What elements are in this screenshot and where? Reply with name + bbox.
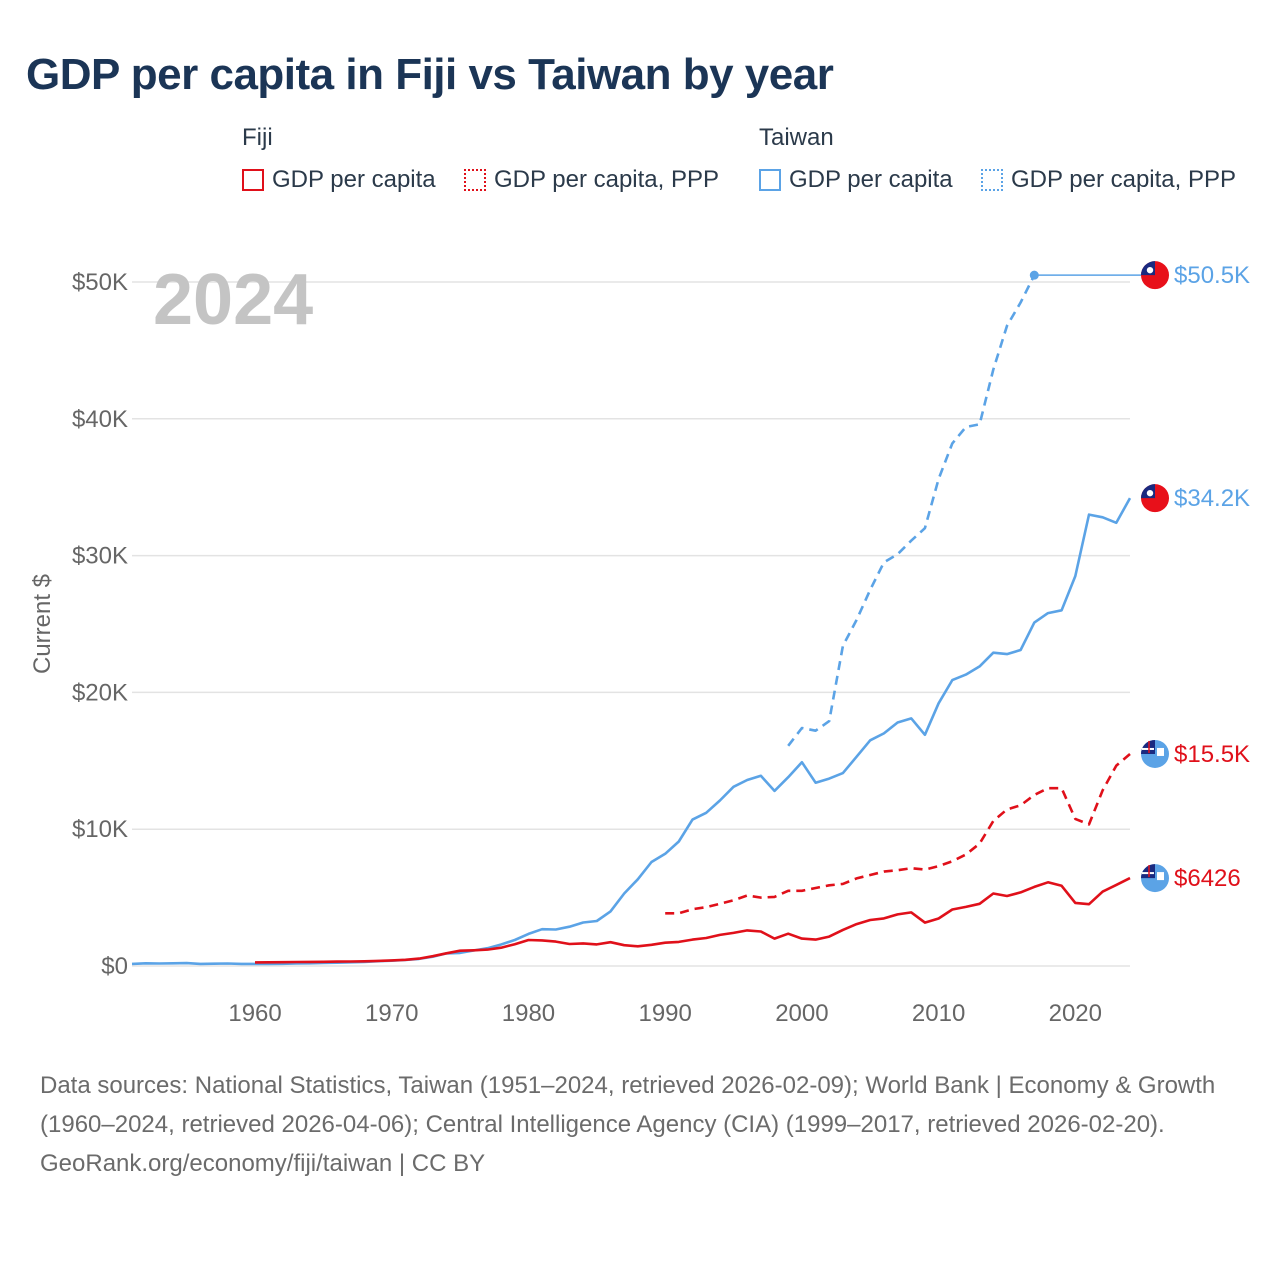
- x-tick-label: 1960: [228, 1000, 281, 1027]
- legend-label: GDP per capita: [272, 166, 436, 193]
- legend-group-taiwan: Taiwan: [759, 124, 834, 151]
- flag-canton: [1141, 864, 1155, 879]
- x-tick-label: 1970: [365, 1000, 418, 1027]
- legend-fiji-ppp[interactable]: GDP per capita, PPP: [464, 166, 719, 194]
- flag-sun: [1146, 266, 1154, 274]
- flag-shield: [1157, 872, 1164, 881]
- flag-sun: [1146, 489, 1154, 497]
- legend-group-fiji: Fiji: [242, 124, 273, 151]
- legend-swatch-solid-icon: [242, 169, 264, 191]
- legend-label: GDP per capita: [789, 166, 953, 193]
- legend-label: GDP per capita, PPP: [494, 166, 719, 193]
- flag-canton: [1141, 739, 1155, 754]
- series-line-2: [254, 876, 1131, 964]
- fiji-flag-icon: [1141, 864, 1169, 893]
- y-tick-label: $0: [101, 953, 128, 980]
- taiwan-flag-icon: [1141, 484, 1169, 513]
- series-end-label: $6426: [1174, 865, 1241, 892]
- taiwan-flag-icon: [1141, 261, 1169, 290]
- footer: Data sources: National Statistics, Taiwa…: [40, 1066, 1240, 1183]
- legend-label: GDP per capita, PPP: [1011, 166, 1236, 193]
- line-chart: $0 $10K $20K $30K $40K $50K 1960 1970 1980 1990 20…: [29, 260, 1250, 1027]
- y-tick-label: $50K: [72, 269, 128, 296]
- series-end-label: $50.5K: [1174, 262, 1250, 289]
- series-line-3: [665, 753, 1131, 915]
- x-tick-label: 2010: [912, 1000, 965, 1027]
- legend-taiwan-gdp[interactable]: GDP per capita: [759, 166, 953, 194]
- chart-title: GDP per capita in Fiji vs Taiwan by year: [26, 50, 834, 99]
- y-tick-label: $40K: [72, 406, 128, 433]
- x-tick-label: 1990: [638, 1000, 691, 1027]
- series-end-label: $15.5K: [1174, 741, 1250, 768]
- legend-fiji-gdp[interactable]: GDP per capita: [242, 166, 436, 194]
- credit-link[interactable]: GeoRank.org/economy/fiji/taiwan | CC BY: [40, 1150, 486, 1177]
- y-tick-label: $20K: [72, 679, 128, 706]
- series-line-1: [787, 274, 1036, 747]
- fiji-flag-icon: [1141, 739, 1169, 768]
- flag-shield: [1157, 747, 1164, 756]
- x-tick-label: 1980: [502, 1000, 555, 1027]
- y-axis-label: Current $: [29, 574, 56, 674]
- legend-taiwan-ppp[interactable]: GDP per capita, PPP: [981, 166, 1236, 194]
- series-end-label: $34.2K: [1174, 485, 1250, 512]
- data-sources: Data sources: National Statistics, Taiwa…: [40, 1072, 1216, 1138]
- legend-swatch-solid-icon: [759, 169, 781, 191]
- legend-swatch-dotted-icon: [981, 169, 1003, 191]
- x-tick-label: 2020: [1049, 1000, 1102, 1027]
- x-tick-label: 2000: [775, 1000, 828, 1027]
- y-tick-label: $30K: [72, 543, 128, 570]
- legend-swatch-dotted-icon: [464, 169, 486, 191]
- year-watermark: 2024: [153, 260, 313, 340]
- y-tick-label: $10K: [72, 816, 128, 843]
- series-line-0: [131, 497, 1132, 966]
